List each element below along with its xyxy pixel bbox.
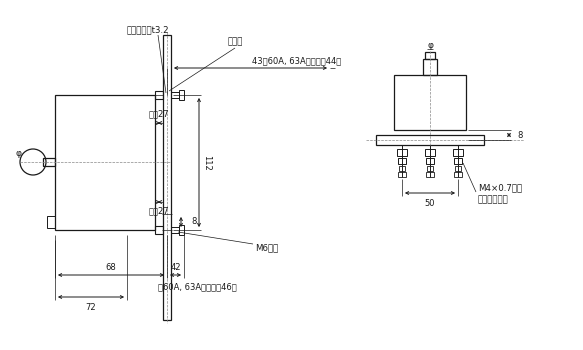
- Bar: [397, 149, 407, 156]
- Bar: [398, 172, 406, 177]
- Bar: [398, 158, 406, 164]
- Bar: [179, 90, 184, 100]
- Text: M4×0.7ねじ: M4×0.7ねじ: [478, 183, 522, 192]
- Bar: [171, 227, 179, 233]
- Bar: [455, 166, 461, 171]
- Bar: [426, 158, 434, 164]
- Text: （60A, 63Aの場合は46）: （60A, 63Aの場合は46）: [157, 282, 236, 292]
- Text: 8: 8: [517, 131, 522, 140]
- Bar: [423, 59, 437, 75]
- Bar: [453, 149, 463, 156]
- Bar: [55, 95, 155, 230]
- Bar: [171, 92, 179, 98]
- Bar: [47, 216, 55, 228]
- Bar: [454, 158, 462, 164]
- Text: M6ねじ: M6ねじ: [255, 244, 278, 252]
- Bar: [454, 172, 462, 177]
- Text: 遮断器取付用: 遮断器取付用: [478, 196, 509, 204]
- Bar: [427, 166, 433, 171]
- Bar: [155, 226, 163, 234]
- Text: 最小27: 最小27: [149, 110, 169, 119]
- Bar: [399, 166, 405, 171]
- Bar: [163, 35, 171, 320]
- Bar: [425, 52, 435, 59]
- Bar: [425, 149, 435, 156]
- Text: 絶縁管: 絶縁管: [227, 37, 243, 47]
- Text: 取付板最大t3.2: 取付板最大t3.2: [127, 26, 169, 35]
- Text: 50: 50: [425, 198, 436, 208]
- Bar: [394, 75, 466, 130]
- Text: 68: 68: [106, 262, 117, 272]
- Text: 最小27: 最小27: [149, 206, 169, 216]
- Bar: [376, 135, 484, 145]
- Bar: [426, 172, 434, 177]
- Bar: [179, 225, 184, 235]
- Text: 112: 112: [202, 155, 212, 170]
- Text: 8: 8: [191, 217, 196, 226]
- Text: 43（60A, 63Aの場合は44）: 43（60A, 63Aの場合は44）: [252, 56, 342, 65]
- Text: 72: 72: [86, 302, 96, 312]
- Text: 42: 42: [170, 262, 181, 272]
- Bar: [155, 91, 163, 99]
- Text: φ: φ: [15, 149, 21, 159]
- Bar: [43, 158, 55, 166]
- Text: φ: φ: [427, 41, 433, 49]
